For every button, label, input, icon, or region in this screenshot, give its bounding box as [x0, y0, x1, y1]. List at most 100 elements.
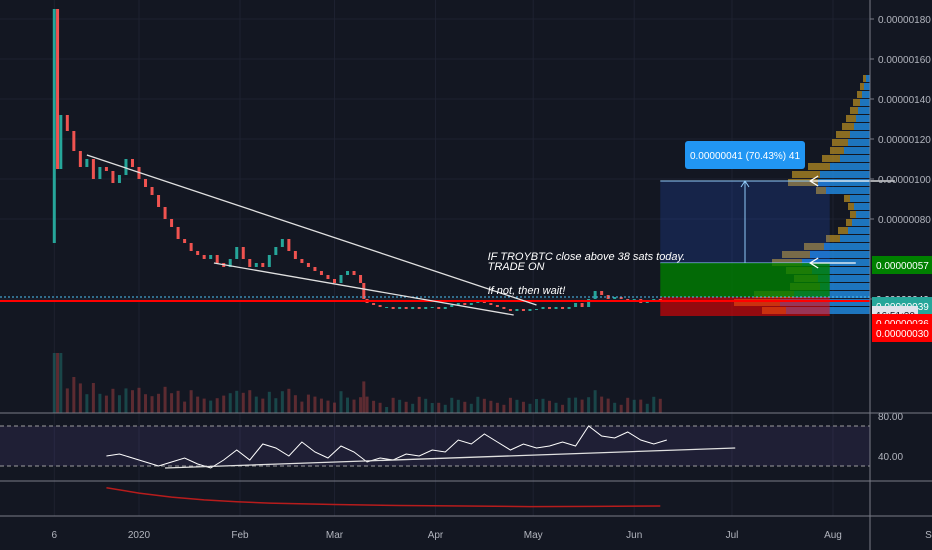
volume-bar — [645, 403, 649, 413]
candle — [385, 307, 389, 308]
volume-bar — [52, 353, 56, 413]
volume-bar — [241, 392, 245, 413]
volume-bar — [326, 400, 330, 413]
time-tick-label: Apr — [428, 530, 444, 541]
vp-up-bar — [820, 283, 870, 290]
volume-bar — [306, 394, 310, 413]
volume-bar — [111, 388, 115, 413]
vp-up-bar — [810, 251, 870, 258]
candle — [144, 179, 148, 187]
candle — [554, 307, 558, 309]
volume-bar — [600, 396, 604, 413]
volume-bar — [117, 395, 121, 413]
vp-down-bar — [863, 75, 866, 82]
rsi-trendline — [165, 447, 736, 469]
arrow-head — [808, 257, 819, 269]
volume-bar — [508, 397, 512, 413]
price-tick-label: 0.00000080 — [878, 215, 931, 226]
candle — [587, 299, 591, 307]
volume-bar — [372, 400, 376, 413]
volume-bar — [254, 396, 258, 413]
candle — [502, 307, 506, 309]
vp-down-bar — [850, 211, 856, 218]
target-arrow-head — [740, 180, 750, 188]
volume-bar — [639, 399, 643, 413]
vp-up-bar — [824, 243, 870, 250]
candle — [362, 283, 366, 299]
candle — [332, 279, 336, 283]
volume-bar — [85, 394, 89, 413]
volume-bar — [170, 393, 174, 413]
price-badge — [872, 256, 932, 274]
candle — [65, 115, 69, 131]
volume-bar — [124, 388, 128, 413]
indicator-line — [106, 486, 661, 508]
vp-down-bar — [826, 235, 840, 242]
vp-up-bar — [812, 267, 870, 274]
vp-down-bar — [782, 251, 810, 258]
indicator-pane — [106, 486, 661, 508]
candle — [150, 187, 154, 195]
vp-up-bar — [830, 163, 870, 170]
candle — [352, 271, 356, 275]
candle — [209, 255, 213, 259]
vp-down-bar — [822, 155, 840, 162]
vp-down-bar — [842, 123, 854, 130]
volume-bar — [228, 393, 232, 413]
volume-bar — [189, 390, 193, 413]
volume-bar — [613, 402, 617, 413]
long-position-tool[interactable]: 0.00000041 (70.43%) 41 — [660, 141, 830, 316]
vp-up-bar — [866, 75, 870, 82]
candle — [170, 219, 174, 227]
candle — [417, 307, 421, 309]
candle — [202, 255, 206, 259]
candle — [235, 247, 239, 259]
candle — [196, 251, 200, 255]
volume-bar — [267, 391, 271, 413]
volume-bar — [65, 388, 69, 413]
volume-bar — [293, 395, 297, 413]
candle — [124, 159, 128, 175]
vp-down-bar — [804, 243, 824, 250]
candle — [261, 263, 265, 267]
candle — [391, 307, 395, 309]
volume-bar — [196, 396, 200, 413]
time-tick-label: 6 — [52, 530, 58, 541]
candle — [104, 167, 108, 171]
time-tick-label: Feb — [231, 530, 249, 541]
candle — [346, 271, 350, 275]
candle — [541, 307, 545, 309]
volume-bar — [248, 390, 252, 413]
candle — [398, 307, 402, 309]
candle — [534, 309, 538, 310]
volume-bars — [52, 353, 662, 413]
volume-bar — [261, 398, 265, 413]
candle — [293, 251, 297, 259]
vp-down-bar — [830, 147, 844, 154]
vp-up-bar — [864, 83, 870, 90]
volume-bar — [280, 391, 284, 413]
price-tick-label: 0.00000140 — [878, 95, 931, 106]
volume-bar — [59, 353, 63, 413]
price-tick-label: 0.00000100 — [878, 175, 931, 186]
trendlines[interactable] — [86, 154, 537, 316]
price-tick-label: 0.00000120 — [878, 135, 931, 146]
vp-up-bar — [826, 187, 870, 194]
candle — [176, 227, 180, 239]
arrow-annotations — [808, 175, 895, 269]
volume-bar — [91, 383, 95, 413]
price-tick-label: 0.00000180 — [878, 15, 931, 26]
volume-bar — [652, 396, 656, 413]
vp-up-bar — [862, 91, 870, 98]
candle — [254, 263, 258, 267]
candle — [85, 159, 89, 167]
time-axis[interactable]: 62020FebMarAprMayJunJulAugSepOct — [52, 530, 932, 541]
volume-bar — [391, 397, 395, 413]
volume-bar — [515, 399, 519, 413]
entry-zone — [660, 263, 830, 297]
volume-bar — [78, 383, 82, 413]
volume-bar — [489, 400, 493, 413]
candle — [59, 115, 63, 169]
vp-down-bar — [792, 171, 820, 178]
